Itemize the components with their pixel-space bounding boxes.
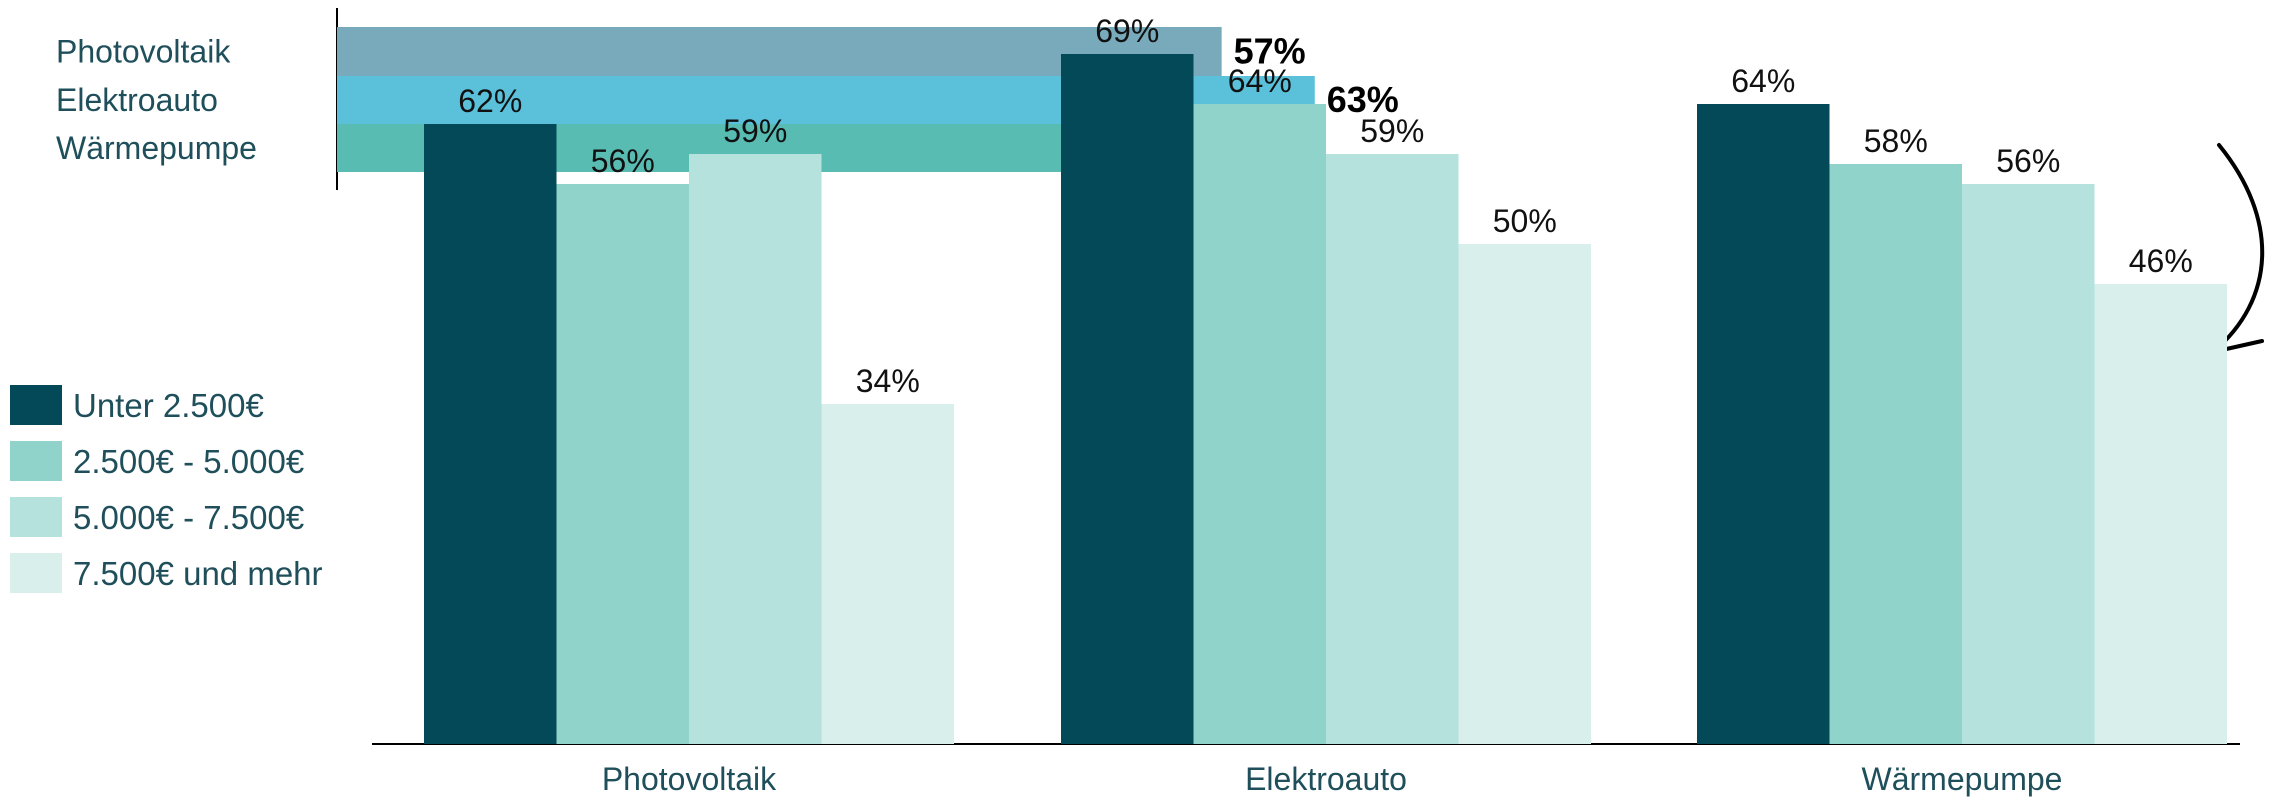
legend-label: 2.500€ - 5.000€: [73, 443, 304, 480]
category-label: Elektroauto: [56, 82, 218, 118]
legend-label: 5.000€ - 7.500€: [73, 499, 304, 536]
bar-wärmepumpe: [2094, 284, 2227, 744]
value-label: 56%: [1996, 143, 2060, 179]
legend-label: Unter 2.500€: [73, 387, 264, 424]
bar-wärmepumpe: [1697, 104, 1830, 744]
legend-swatch: [10, 441, 62, 481]
category-label: Wärmepumpe: [56, 130, 257, 166]
legend-swatch: [10, 553, 62, 593]
bar-elektroauto: [1193, 104, 1326, 744]
grouped-bar-chart: 62% 56% 59% 34% Photovoltaik 69% 64% 59% 50% Elek…: [372, 13, 2240, 797]
bar-photovoltaik: [556, 184, 689, 744]
bar-wärmepumpe: [1962, 184, 2095, 744]
value-label: 64%: [1228, 63, 1292, 99]
bar-elektroauto: [1326, 154, 1459, 744]
x-tick-label: Photovoltaik: [602, 761, 777, 797]
x-tick-label: Wärmepumpe: [1862, 761, 2063, 797]
value-label: 63%: [1327, 79, 1399, 120]
x-tick-label: Elektroauto: [1245, 761, 1407, 797]
bar-elektroauto: [1061, 54, 1194, 744]
value-label: 57%: [1234, 31, 1306, 72]
category-label: Photovoltaik: [56, 34, 231, 70]
value-label: 64%: [1731, 63, 1795, 99]
value-label: 56%: [591, 143, 655, 179]
value-label: 58%: [1864, 123, 1928, 159]
bar-photovoltaik: [689, 154, 822, 744]
legend-label: 7.500€ und mehr: [73, 555, 323, 592]
bar-photovoltaik: [424, 124, 557, 744]
value-label: 59%: [723, 113, 787, 149]
value-label: 62%: [458, 83, 522, 119]
legend-swatch: [10, 385, 62, 425]
value-label: 46%: [2129, 243, 2193, 279]
legend-swatch: [10, 497, 62, 537]
value-label: 69%: [1095, 13, 1159, 49]
legend: Unter 2.500€ 2.500€ - 5.000€ 5.000€ - 7.50…: [10, 385, 323, 593]
value-label: 34%: [856, 363, 920, 399]
value-label: 59%: [1360, 113, 1424, 149]
value-label: 50%: [1493, 203, 1557, 239]
bar-wärmepumpe: [1829, 164, 1962, 744]
bar-photovoltaik: [821, 404, 954, 744]
bar-elektroauto: [1458, 244, 1591, 744]
